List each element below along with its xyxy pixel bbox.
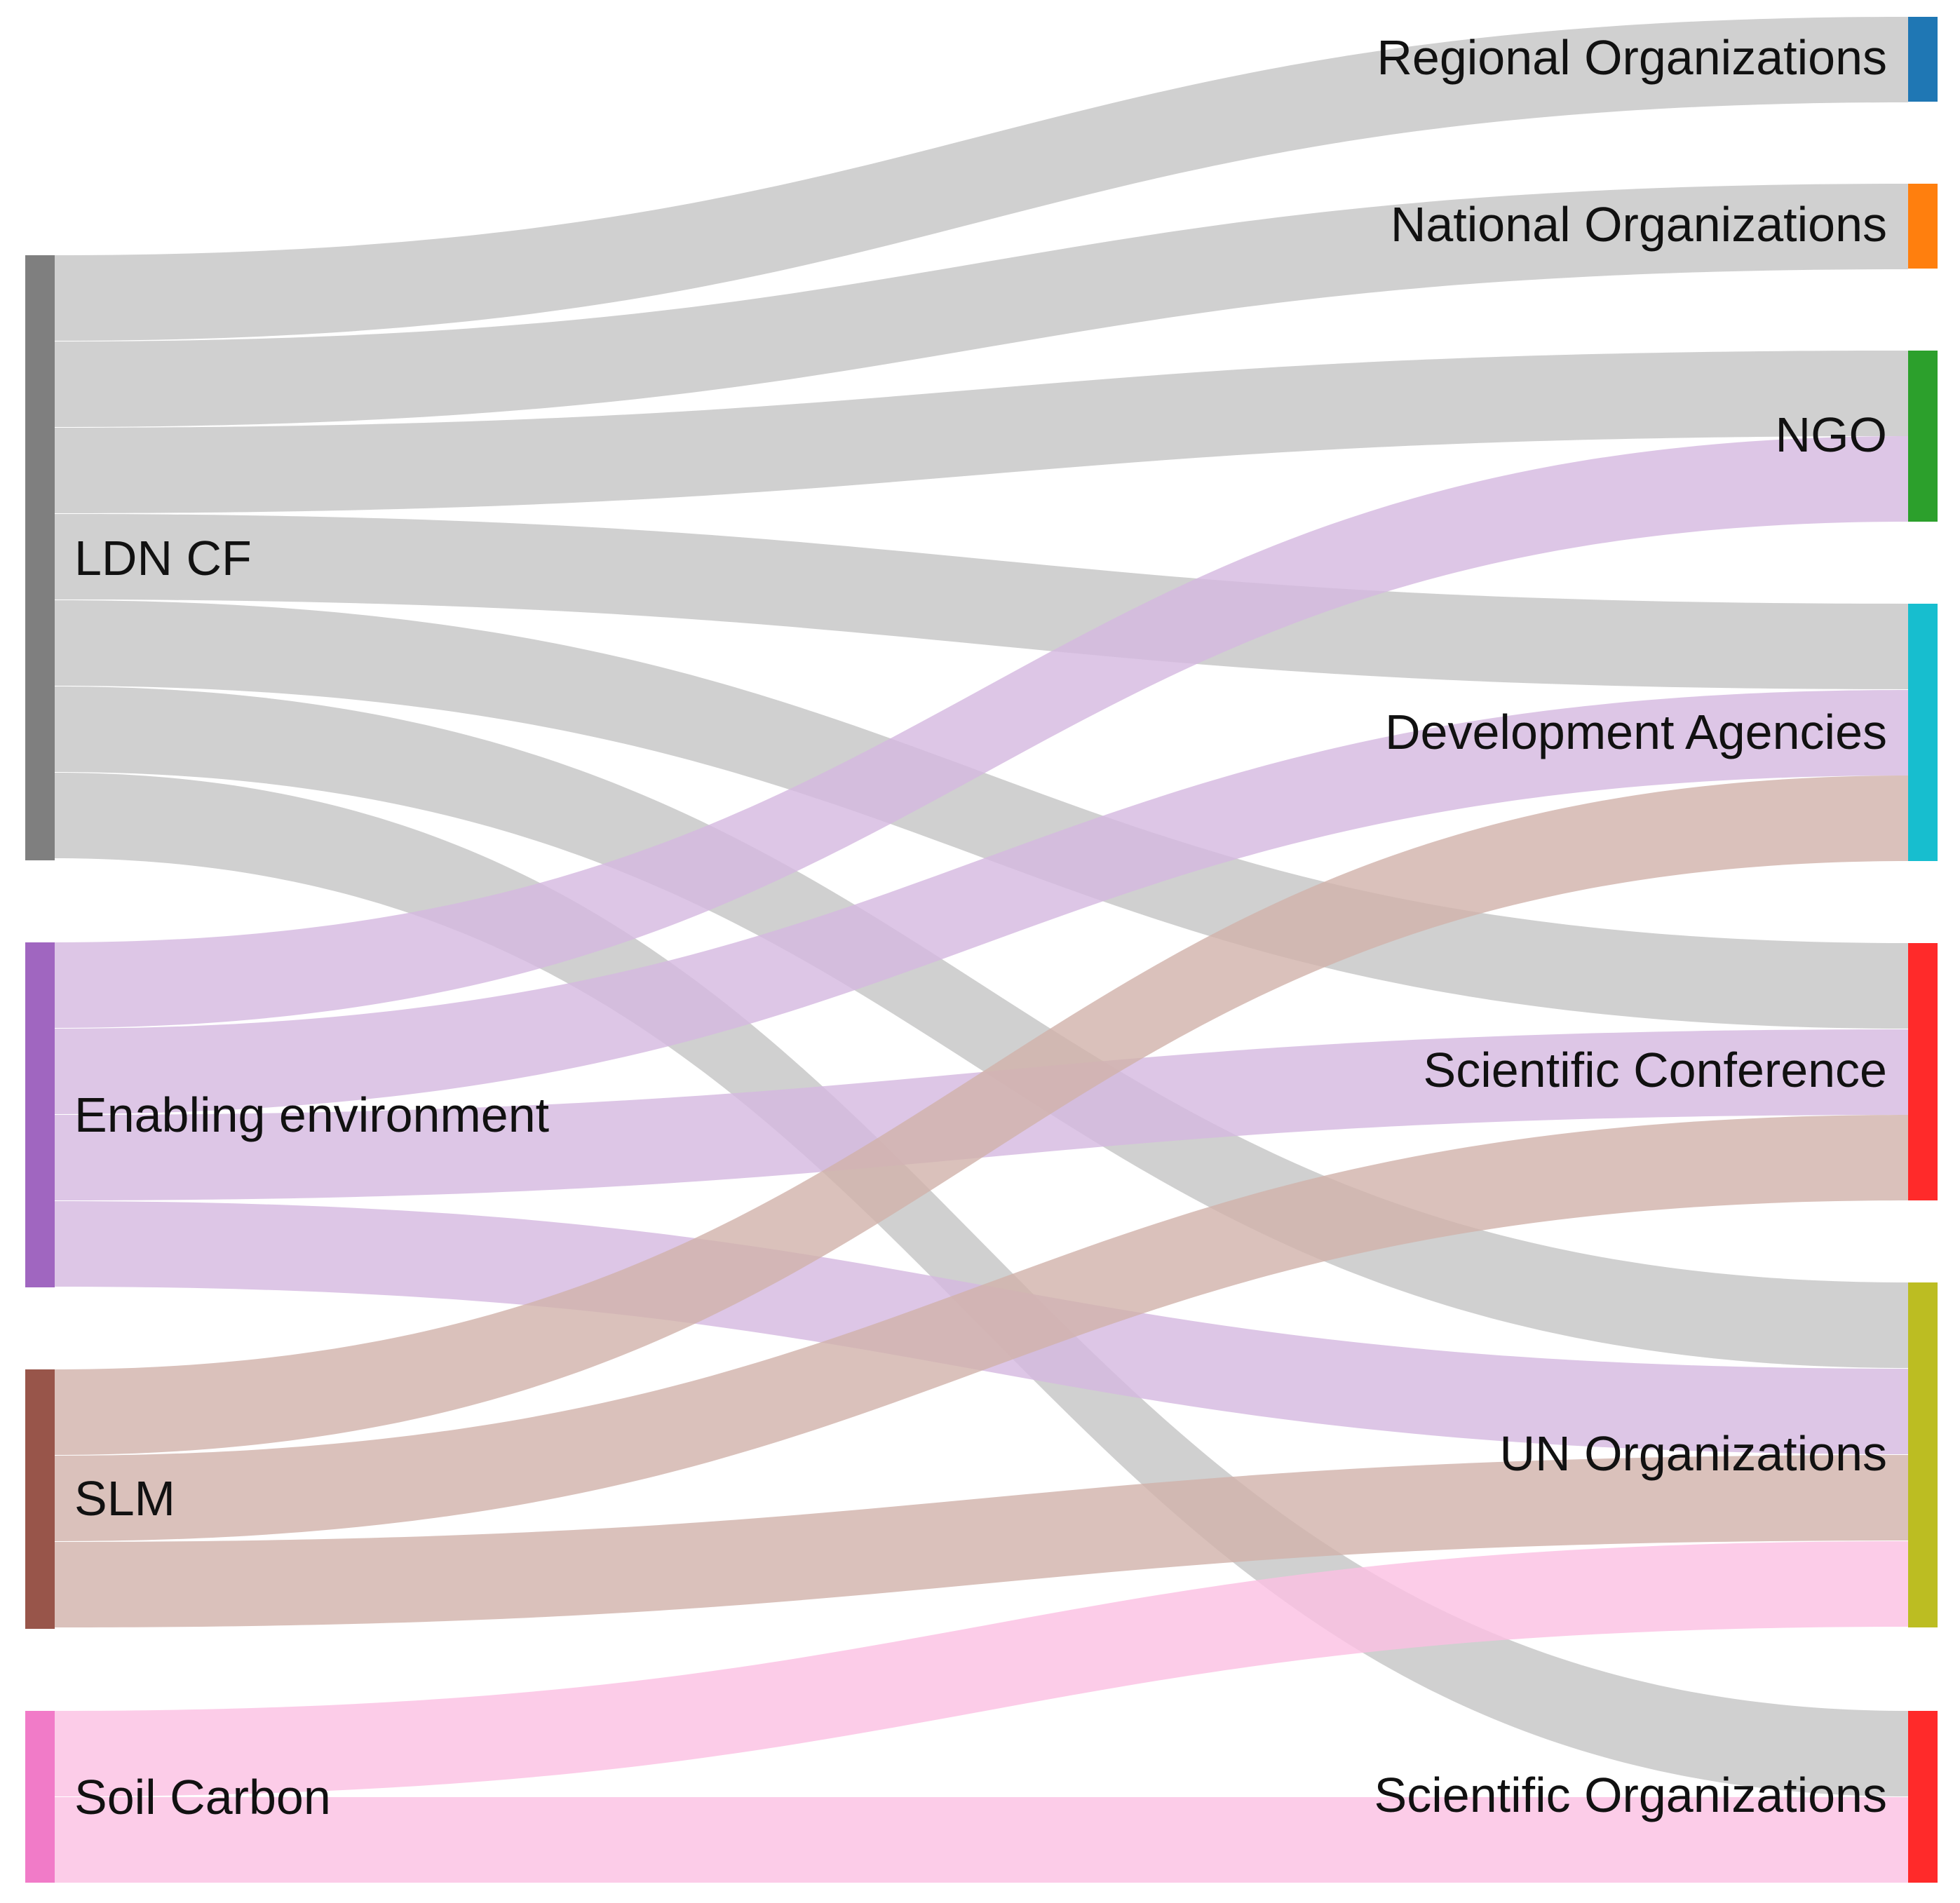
label-soil-carbon: Soil Carbon <box>74 1770 331 1824</box>
link-ldn-to-regional[interactable] <box>55 17 1908 341</box>
label-un-organizations: UN Organizations <box>1500 1426 1887 1481</box>
node-un-organizations[interactable] <box>1908 1282 1938 1627</box>
node-regional-organizations[interactable] <box>1908 17 1938 102</box>
label-development-agencies: Development Agencies <box>1385 705 1887 759</box>
link-env-to-ngo[interactable] <box>55 436 1908 1028</box>
link-ldn-to-devag[interactable] <box>55 514 1908 689</box>
link-env-to-devag[interactable] <box>55 690 1908 1114</box>
label-ldn-cf: LDN CF <box>74 531 252 585</box>
node-ldn-cf[interactable] <box>25 255 55 860</box>
node-ngo[interactable] <box>1908 351 1938 522</box>
node-enabling-environment[interactable] <box>25 942 55 1287</box>
link-soil-to-un[interactable] <box>55 1541 1908 1796</box>
node-scientific-conference[interactable] <box>1908 943 1938 1200</box>
label-regional-organizations: Regional Organizations <box>1377 30 1887 85</box>
labels-layer: LDN CF Enabling environment SLM Soil Car… <box>74 30 1887 1824</box>
label-enabling-environment: Enabling environment <box>74 1088 549 1142</box>
link-slm-to-devag[interactable] <box>55 776 1908 1455</box>
links-layer <box>55 17 1908 1883</box>
link-slm-to-un[interactable] <box>55 1455 1908 1627</box>
label-scientific-organizations: Scientific Organizations <box>1374 1768 1887 1822</box>
node-national-organizations[interactable] <box>1908 184 1938 269</box>
link-ldn-to-ngo[interactable] <box>55 351 1908 513</box>
node-soil-carbon[interactable] <box>25 1711 55 1883</box>
nodes-layer <box>25 17 1938 1883</box>
label-slm: SLM <box>74 1471 175 1526</box>
link-slm-to-scicon[interactable] <box>55 1115 1908 1541</box>
link-ldn-to-un[interactable] <box>55 686 1908 1368</box>
link-soil-to-sciorg[interactable] <box>55 1797 1908 1883</box>
node-scientific-organizations[interactable] <box>1908 1711 1938 1883</box>
label-national-organizations: National Organizations <box>1391 197 1887 252</box>
node-slm[interactable] <box>25 1369 55 1629</box>
label-ngo: NGO <box>1776 407 1887 462</box>
link-ldn-to-national[interactable] <box>55 184 1908 427</box>
label-scientific-conference: Scientific Conference <box>1424 1043 1887 1097</box>
link-ldn-to-sciorg[interactable] <box>55 773 1908 1796</box>
node-development-agencies[interactable] <box>1908 604 1938 861</box>
